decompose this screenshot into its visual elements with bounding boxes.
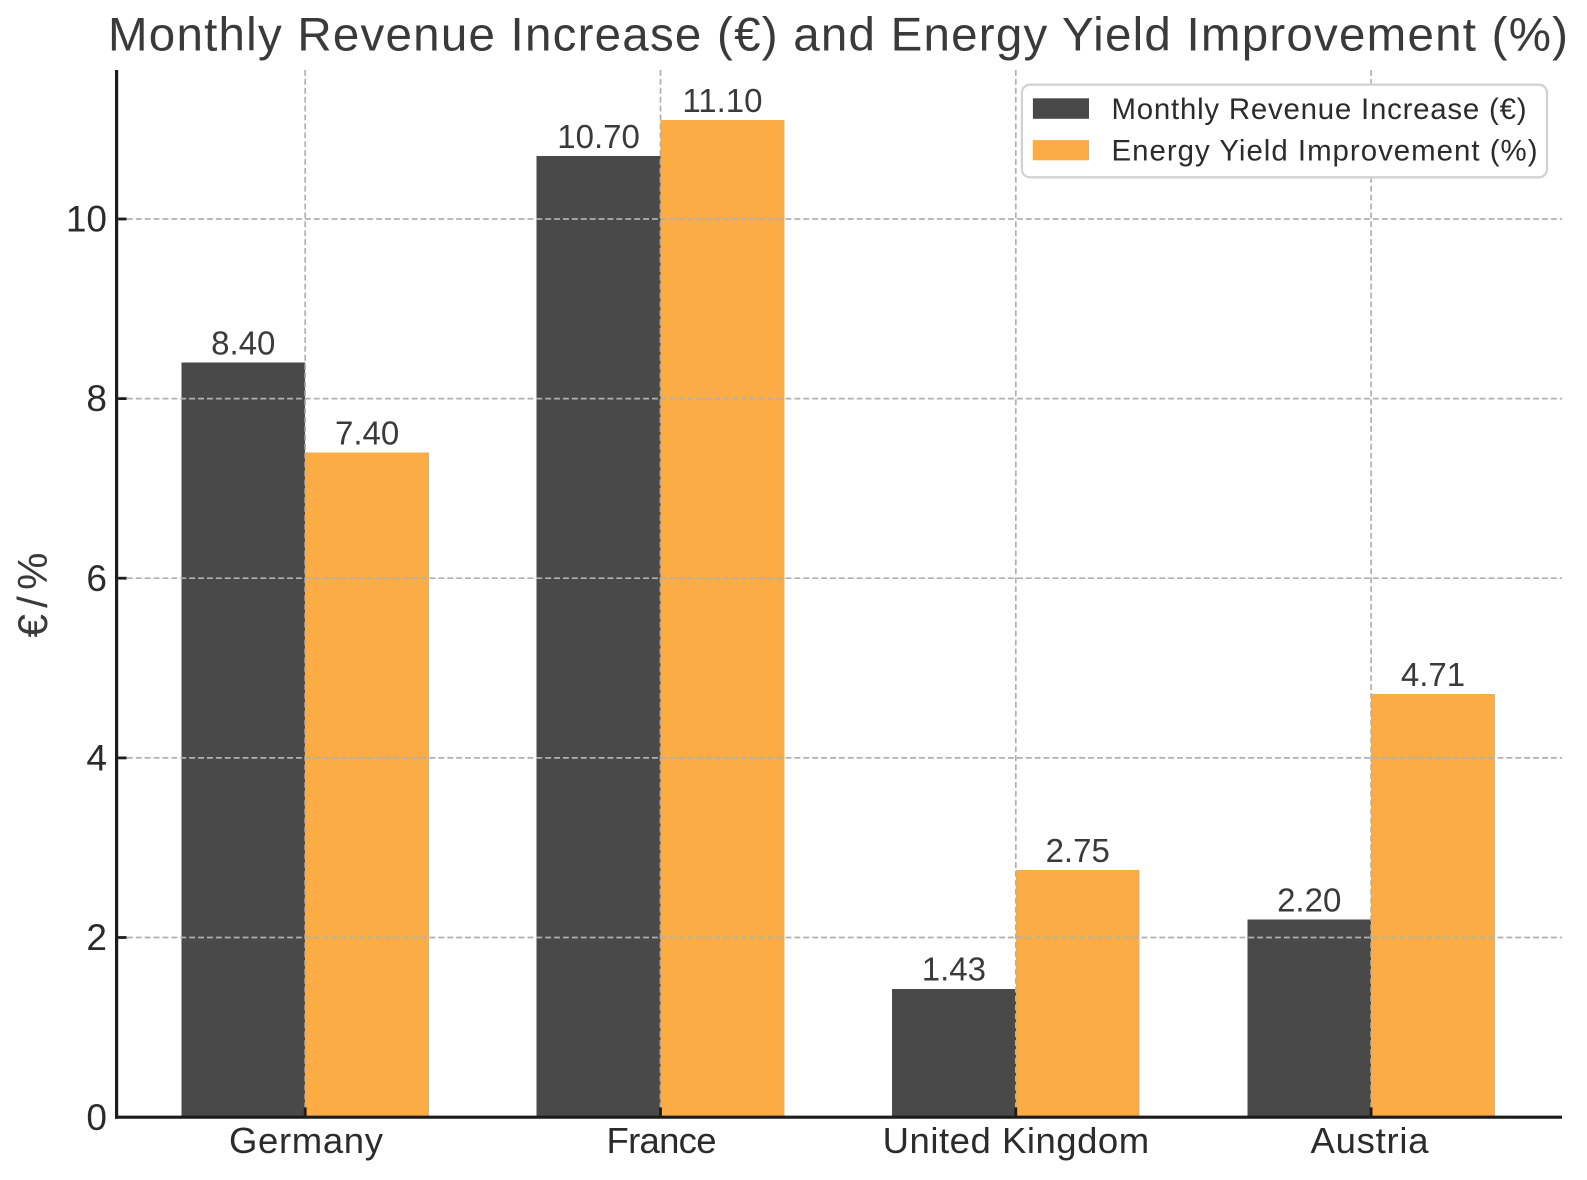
svg-text:2: 2 — [86, 917, 107, 958]
svg-text:7.40: 7.40 — [335, 415, 399, 452]
svg-text:Monthly Revenue Increase (€) a: Monthly Revenue Increase (€) and Energy … — [108, 8, 1568, 61]
svg-text:Germany: Germany — [229, 1120, 384, 1161]
svg-text:France: France — [607, 1120, 717, 1161]
svg-text:10.70: 10.70 — [557, 118, 640, 155]
svg-text:8.40: 8.40 — [211, 325, 275, 362]
svg-text:2.20: 2.20 — [1277, 882, 1341, 919]
svg-text:United Kingdom: United Kingdom — [883, 1120, 1150, 1161]
svg-text:4.71: 4.71 — [1401, 656, 1465, 693]
svg-text:Monthly Revenue Increase (€): Monthly Revenue Increase (€) — [1112, 93, 1527, 126]
svg-text:11.10: 11.10 — [682, 82, 762, 119]
svg-text:0: 0 — [86, 1097, 107, 1138]
svg-text:2.75: 2.75 — [1046, 832, 1110, 869]
svg-text:1.43: 1.43 — [922, 951, 986, 988]
svg-text:4: 4 — [86, 738, 107, 779]
svg-text:Austria: Austria — [1311, 1120, 1430, 1161]
svg-text:10: 10 — [66, 199, 107, 240]
svg-text:Energy Yield Improvement (%): Energy Yield Improvement (%) — [1112, 134, 1538, 167]
svg-text:8: 8 — [86, 378, 107, 419]
svg-text:€ / %: € / % — [9, 553, 56, 638]
svg-text:6: 6 — [86, 558, 107, 599]
